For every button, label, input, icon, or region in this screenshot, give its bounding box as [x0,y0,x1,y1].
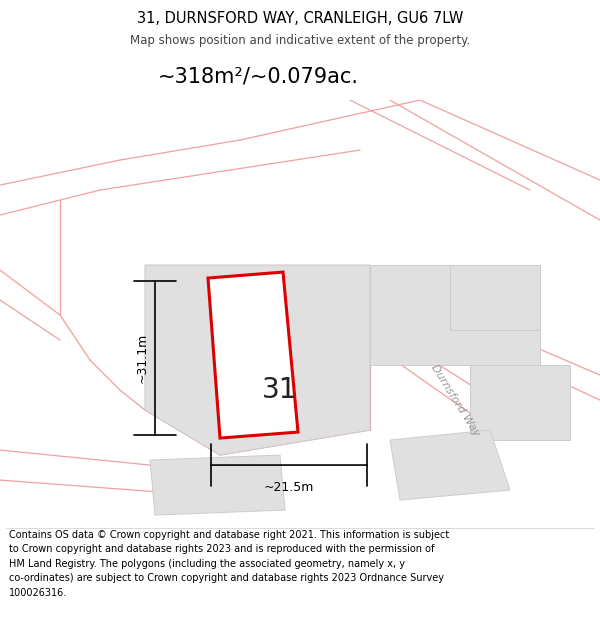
Text: 31: 31 [262,376,298,404]
Text: 31, DURNSFORD WAY, CRANLEIGH, GU6 7LW: 31, DURNSFORD WAY, CRANLEIGH, GU6 7LW [137,11,463,26]
Text: Map shows position and indicative extent of the property.: Map shows position and indicative extent… [130,34,470,47]
Polygon shape [470,365,570,440]
Text: ~21.5m: ~21.5m [264,481,314,494]
Polygon shape [150,455,285,515]
Polygon shape [208,272,298,438]
Polygon shape [145,265,370,455]
Text: Durnsford Way: Durnsford Way [429,362,481,438]
Text: Contains OS data © Crown copyright and database right 2021. This information is : Contains OS data © Crown copyright and d… [9,530,449,598]
Polygon shape [390,430,510,500]
Polygon shape [450,265,540,330]
Text: ~31.1m: ~31.1m [136,333,149,383]
Text: ~318m²/~0.079ac.: ~318m²/~0.079ac. [157,66,359,86]
Polygon shape [370,265,540,365]
